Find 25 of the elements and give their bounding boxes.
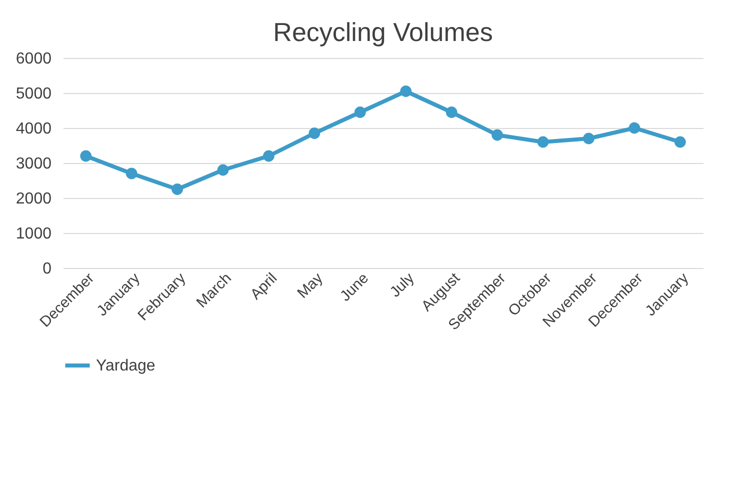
chart-title: Recycling Volumes xyxy=(273,17,493,47)
point xyxy=(217,164,229,176)
point xyxy=(537,136,549,148)
point xyxy=(126,168,138,180)
point xyxy=(446,106,458,118)
point xyxy=(80,150,92,162)
x-tick-label: July xyxy=(386,269,418,301)
point xyxy=(354,106,366,118)
point xyxy=(628,122,640,134)
point xyxy=(172,184,183,195)
legend-label: Yardage xyxy=(96,358,156,374)
y-tick-label: 2000 xyxy=(16,190,52,208)
x-tick-label: May xyxy=(294,269,327,302)
y-tick-label: 4000 xyxy=(16,120,52,138)
point xyxy=(674,136,686,148)
point xyxy=(308,128,320,139)
y-tick-label: 0 xyxy=(42,260,52,278)
y-tick-label: 5000 xyxy=(16,86,52,102)
point xyxy=(583,132,594,144)
point xyxy=(400,86,412,97)
point xyxy=(492,129,503,141)
y-tick-label: 6000 xyxy=(16,50,52,68)
point xyxy=(263,150,274,162)
y-tick-label: 1000 xyxy=(16,226,52,242)
y-tick-label: 3000 xyxy=(16,156,52,172)
